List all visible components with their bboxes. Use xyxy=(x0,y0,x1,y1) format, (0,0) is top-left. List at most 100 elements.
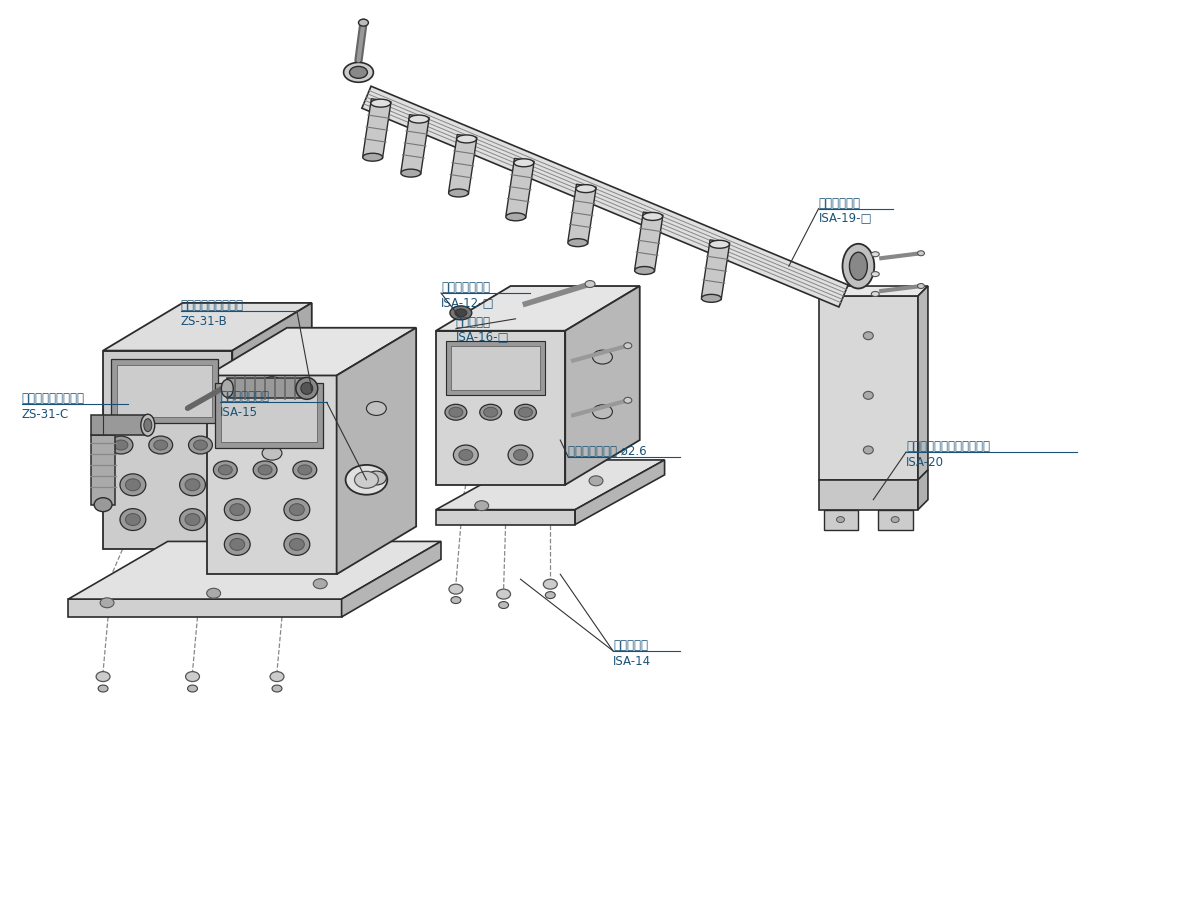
Ellipse shape xyxy=(350,67,368,78)
Ellipse shape xyxy=(576,184,595,193)
Ellipse shape xyxy=(149,436,173,454)
Text: ISA-12-□: ISA-12-□ xyxy=(441,296,495,309)
Ellipse shape xyxy=(284,534,310,555)
Ellipse shape xyxy=(95,498,113,511)
Ellipse shape xyxy=(514,449,527,461)
Ellipse shape xyxy=(497,590,510,599)
Ellipse shape xyxy=(371,99,391,107)
Polygon shape xyxy=(228,378,307,399)
Text: ISA-19-□: ISA-19-□ xyxy=(818,212,872,224)
Polygon shape xyxy=(918,470,928,509)
Polygon shape xyxy=(436,509,575,525)
Text: ISA-16-□: ISA-16-□ xyxy=(456,330,509,344)
Ellipse shape xyxy=(230,504,244,516)
Ellipse shape xyxy=(96,671,110,681)
Polygon shape xyxy=(436,330,565,485)
Ellipse shape xyxy=(450,306,472,319)
Ellipse shape xyxy=(344,62,374,82)
Polygon shape xyxy=(207,328,416,375)
FancyBboxPatch shape xyxy=(117,364,212,418)
Ellipse shape xyxy=(635,266,654,274)
Text: ブラケット: ブラケット xyxy=(613,639,648,652)
Ellipse shape xyxy=(643,212,662,220)
Text: 集中リード線: 集中リード線 xyxy=(818,196,860,210)
Polygon shape xyxy=(506,158,534,219)
Ellipse shape xyxy=(101,598,114,608)
Text: 大気開放ポート ø2.6: 大気開放ポート ø2.6 xyxy=(568,445,647,458)
Ellipse shape xyxy=(345,465,387,495)
Ellipse shape xyxy=(568,238,588,247)
Text: ZS-31-B: ZS-31-B xyxy=(181,315,228,328)
Polygon shape xyxy=(878,509,913,529)
Polygon shape xyxy=(635,212,662,272)
Polygon shape xyxy=(68,542,441,599)
Ellipse shape xyxy=(120,474,146,496)
Text: ISA-20: ISA-20 xyxy=(906,456,944,469)
Ellipse shape xyxy=(448,189,468,197)
Ellipse shape xyxy=(849,252,867,280)
Ellipse shape xyxy=(109,436,133,454)
Ellipse shape xyxy=(224,534,250,555)
Ellipse shape xyxy=(450,597,461,604)
Ellipse shape xyxy=(290,538,304,551)
Ellipse shape xyxy=(544,580,557,590)
Ellipse shape xyxy=(270,671,284,681)
Ellipse shape xyxy=(126,514,140,526)
Ellipse shape xyxy=(194,440,207,450)
Ellipse shape xyxy=(292,461,316,479)
Ellipse shape xyxy=(296,377,317,400)
Ellipse shape xyxy=(891,517,900,523)
Polygon shape xyxy=(565,286,640,485)
Ellipse shape xyxy=(593,405,612,418)
Ellipse shape xyxy=(213,461,237,479)
FancyBboxPatch shape xyxy=(222,390,316,442)
Ellipse shape xyxy=(871,252,879,256)
Ellipse shape xyxy=(184,514,200,526)
Ellipse shape xyxy=(918,251,925,256)
Ellipse shape xyxy=(222,380,234,397)
Ellipse shape xyxy=(836,517,845,523)
Ellipse shape xyxy=(120,508,146,530)
Ellipse shape xyxy=(253,461,277,479)
Ellipse shape xyxy=(298,465,311,475)
Ellipse shape xyxy=(188,685,198,692)
Ellipse shape xyxy=(506,213,526,220)
Ellipse shape xyxy=(545,591,555,599)
Ellipse shape xyxy=(624,343,631,348)
Polygon shape xyxy=(823,509,859,529)
Ellipse shape xyxy=(589,476,603,486)
Polygon shape xyxy=(918,286,928,480)
Ellipse shape xyxy=(313,579,327,589)
Ellipse shape xyxy=(514,404,537,420)
Ellipse shape xyxy=(474,500,489,510)
Ellipse shape xyxy=(864,392,873,400)
Ellipse shape xyxy=(258,465,272,475)
Ellipse shape xyxy=(301,382,313,394)
Polygon shape xyxy=(363,99,391,158)
Polygon shape xyxy=(337,328,416,574)
Ellipse shape xyxy=(444,404,467,420)
Polygon shape xyxy=(362,86,848,307)
Ellipse shape xyxy=(144,418,152,432)
Polygon shape xyxy=(818,286,928,296)
Polygon shape xyxy=(68,599,341,617)
Ellipse shape xyxy=(114,440,128,450)
Polygon shape xyxy=(818,480,918,509)
Ellipse shape xyxy=(593,350,612,364)
Ellipse shape xyxy=(871,292,879,296)
Ellipse shape xyxy=(180,508,205,530)
Text: 集中リード線用ブラケット: 集中リード線用ブラケット xyxy=(906,440,990,453)
Ellipse shape xyxy=(290,504,304,516)
Polygon shape xyxy=(91,415,147,435)
Polygon shape xyxy=(232,303,311,549)
Polygon shape xyxy=(449,134,477,194)
Ellipse shape xyxy=(459,449,473,461)
Ellipse shape xyxy=(401,169,420,177)
Polygon shape xyxy=(818,296,918,480)
Ellipse shape xyxy=(449,408,462,418)
Ellipse shape xyxy=(409,115,429,123)
Ellipse shape xyxy=(262,377,282,391)
Ellipse shape xyxy=(864,332,873,339)
FancyBboxPatch shape xyxy=(216,383,322,448)
FancyBboxPatch shape xyxy=(450,346,540,391)
